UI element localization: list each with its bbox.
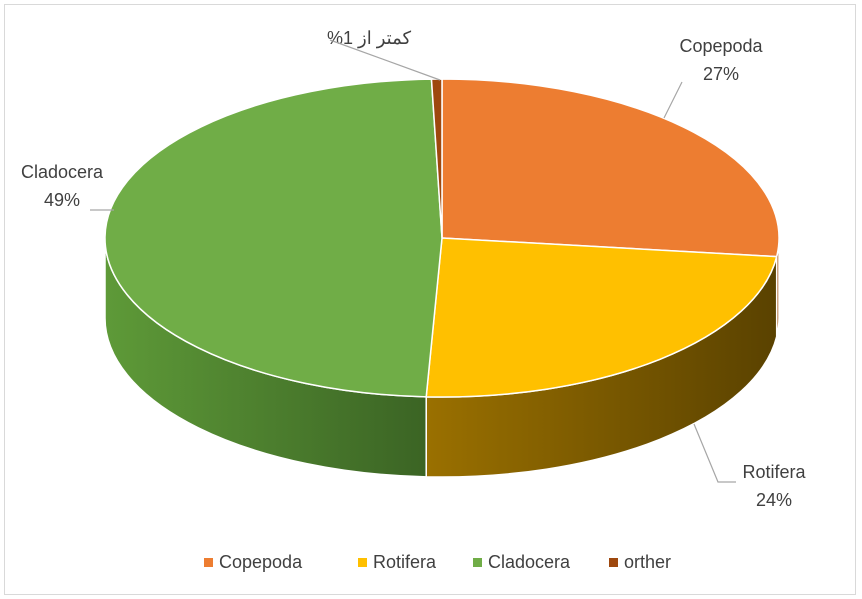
legend-label-cladocera: Cladocera [488, 552, 571, 572]
pie-slice-rotifera [425, 237, 778, 398]
pie-slice-copepoda [441, 78, 780, 258]
leader-line-copepoda [663, 81, 683, 119]
legend-label-orther: orther [624, 552, 671, 572]
pie-layer [104, 78, 780, 478]
leader-lines [90, 39, 736, 483]
data-label-cladocera-name: Cladocera [21, 162, 104, 182]
leader-line-annotation [329, 39, 441, 81]
data-label-annotation: کمتر از 1% [327, 28, 411, 49]
pie-slice-cladocera [104, 78, 443, 398]
data-labels: کمتر از 1% Copepoda 27% Cladocera 49% Ro… [21, 28, 807, 510]
data-label-rotifera-percent: 24% [756, 490, 792, 510]
data-label-copepoda-name: Copepoda [679, 36, 763, 56]
legend-swatch-orther [609, 558, 618, 567]
data-label-rotifera-name: Rotifera [742, 462, 806, 482]
legend-swatch-rotifera [358, 558, 367, 567]
chart-area [4, 4, 856, 595]
data-label-cladocera-percent: 49% [44, 190, 80, 210]
leader-line-rotifera [693, 423, 736, 483]
legend-label-copepoda: Copepoda [219, 552, 303, 572]
legend-label-rotifera: Rotifera [373, 552, 437, 572]
legend-swatch-cladocera [473, 558, 482, 567]
legend-swatch-copepoda [204, 558, 213, 567]
legend: Copepoda Rotifera Cladocera orther [204, 552, 671, 572]
data-label-copepoda-percent: 27% [703, 64, 739, 84]
